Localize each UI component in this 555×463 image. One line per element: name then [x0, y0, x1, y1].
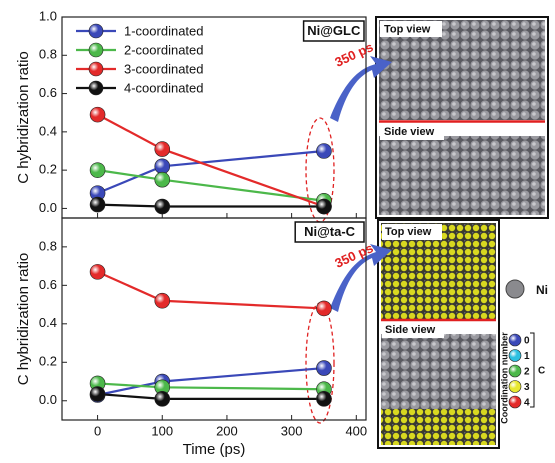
- y-tick-label: 0.4: [39, 315, 57, 330]
- series-line: [97, 203, 324, 208]
- x-tick-label: 300: [281, 423, 303, 438]
- coordination-legend: Ni Coordination number C: [499, 279, 548, 424]
- y-tick-label: 0.6: [39, 85, 57, 100]
- marker: [154, 171, 171, 188]
- y-axis-label: C hybridization ratio: [15, 253, 32, 386]
- ni-label: Ni: [536, 283, 548, 297]
- y-tick-label: 0.0: [39, 200, 57, 215]
- legend-marker: [88, 23, 104, 39]
- marker: [316, 391, 332, 407]
- x-tick-label: 400: [345, 423, 367, 438]
- marker: [154, 158, 171, 175]
- legend-ball: [508, 380, 522, 393]
- y-tick-label: 0.0: [39, 392, 57, 407]
- coordination-level: 3: [524, 382, 530, 393]
- marker: [154, 292, 171, 309]
- glc-images: Top view Side view: [375, 16, 549, 219]
- legend-marker: [88, 61, 104, 77]
- plot-frame: [61, 217, 367, 421]
- coordination-level: 4: [524, 398, 530, 409]
- coordination-level: 1: [524, 351, 530, 362]
- marker: [316, 360, 332, 376]
- y-tick-label: 0.6: [39, 277, 57, 292]
- x-tick-label: 200: [216, 423, 238, 438]
- legend-ball: [508, 349, 522, 362]
- legend-ball: [508, 364, 522, 378]
- series-line: [97, 113, 325, 208]
- x-tick-label: 0: [94, 423, 101, 438]
- y-tick-label: 0.8: [39, 238, 57, 253]
- coordination-level: 0: [524, 336, 530, 347]
- series-line: [97, 392, 324, 400]
- title-box: [294, 221, 365, 243]
- legend-marker: [88, 42, 104, 58]
- panel-label: Top view: [385, 226, 432, 238]
- marker: [316, 300, 332, 317]
- y-tick-label: 0.4: [39, 123, 57, 138]
- marker: [316, 143, 332, 159]
- legend-ball: [508, 333, 522, 347]
- y-tick-label: 0.2: [39, 354, 57, 369]
- annotation: 350 ps: [332, 39, 375, 70]
- panel-label: Top view: [384, 23, 431, 35]
- element-label: C: [538, 366, 545, 377]
- title-box: [302, 20, 365, 42]
- y-tick-label: 0.2: [39, 162, 57, 177]
- legend-marker: [88, 80, 104, 96]
- series-line: [97, 270, 325, 310]
- chart-title: Ni@ta-C: [304, 224, 356, 239]
- marker: [89, 106, 106, 123]
- series-line: [97, 366, 325, 397]
- tac-images: Top view Side view: [377, 219, 500, 449]
- marker: [89, 264, 106, 280]
- panel-label: Side view: [384, 126, 435, 138]
- legend-label: 1-coordinated: [124, 23, 204, 38]
- legend-label: 2-coordinated: [124, 42, 204, 57]
- marker: [89, 162, 106, 178]
- marker: [154, 141, 171, 157]
- legend-label: 4-coordinated: [124, 80, 204, 95]
- marker: [316, 198, 332, 215]
- legend-label: 3-coordinated: [124, 61, 204, 76]
- coordination-title: Coordination number: [499, 332, 509, 424]
- marker: [154, 391, 171, 407]
- series-line: [97, 169, 325, 202]
- marker: [154, 198, 171, 215]
- coordination-level: 2: [524, 367, 530, 378]
- y-tick-label: 1.0: [39, 8, 57, 23]
- chart-title: Ni@GLC: [307, 23, 361, 38]
- y-tick-label: 0.8: [39, 47, 57, 62]
- x-axis-label: Time (ps): [183, 441, 246, 458]
- y-axis-label: C hybridization ratio: [15, 51, 32, 184]
- marker: [89, 196, 106, 213]
- legend-ball: [508, 395, 522, 409]
- marker: [89, 386, 106, 402]
- x-tick-label: 100: [151, 423, 173, 438]
- panel-label: Side view: [385, 324, 436, 336]
